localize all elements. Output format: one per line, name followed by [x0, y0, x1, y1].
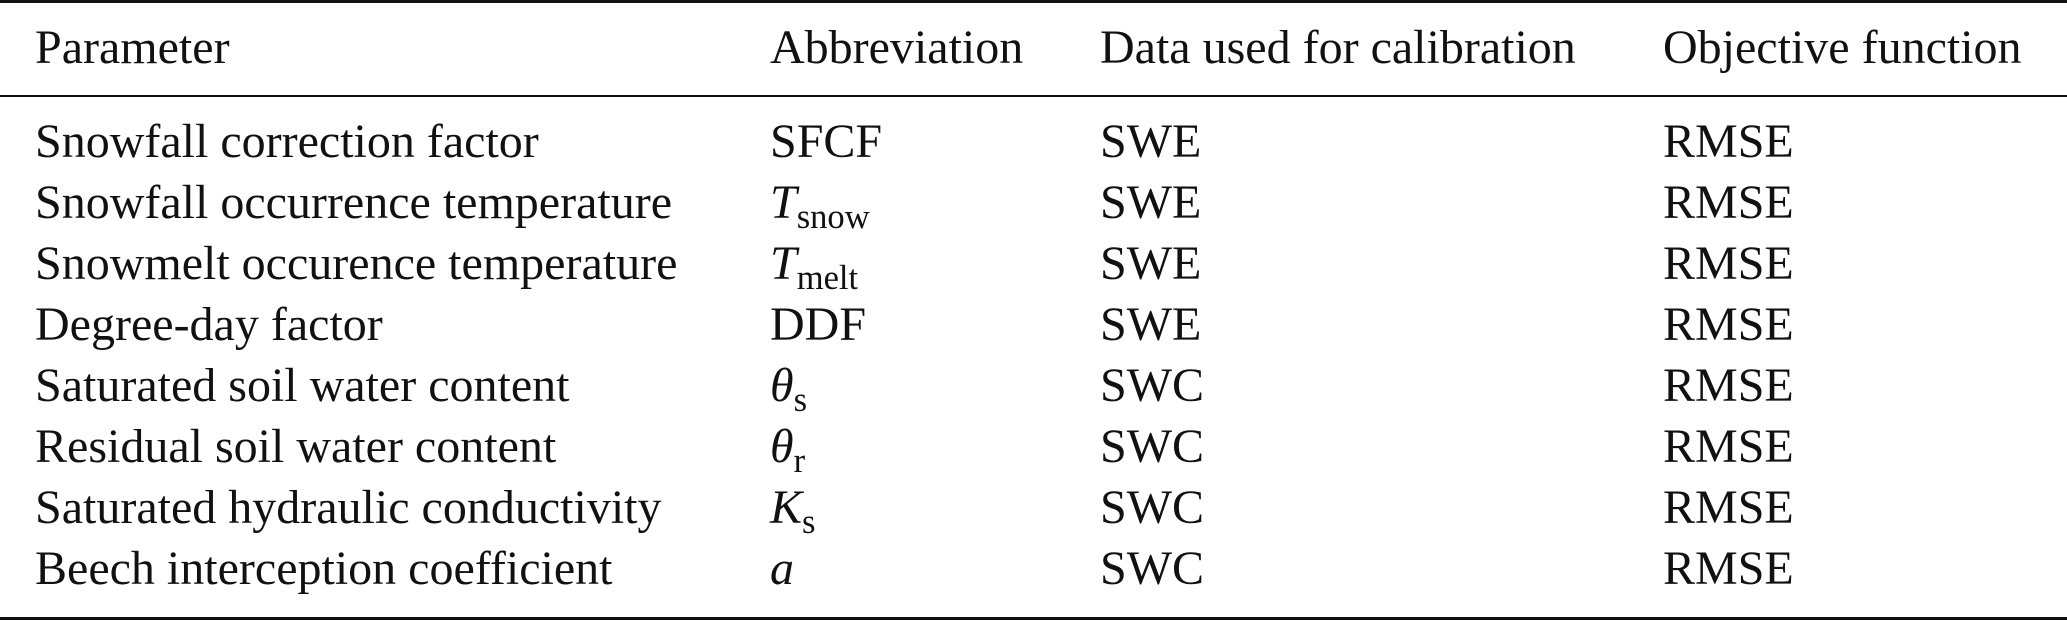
- abbreviation-cell: θs: [770, 359, 807, 417]
- objective-cell: RMSE: [1663, 359, 1794, 412]
- objective-cell: RMSE: [1663, 115, 1794, 168]
- parameter-cell: Degree-day factor: [35, 298, 383, 351]
- objective-cell: RMSE: [1663, 420, 1794, 473]
- header-rule: [0, 95, 2067, 97]
- data-cell: SWE: [1100, 115, 1202, 168]
- abbreviation-subscript: s: [793, 380, 808, 419]
- parameter-cell: Snowfall occurrence temperature: [35, 176, 673, 229]
- abbreviation-cell: Tmelt: [770, 237, 858, 295]
- objective-cell: RMSE: [1663, 481, 1794, 534]
- data-cell: SWE: [1100, 298, 1202, 351]
- data-cell: SWC: [1100, 481, 1205, 534]
- abbreviation-symbol: SFCF: [770, 115, 883, 168]
- abbreviation-symbol: θ: [770, 359, 794, 412]
- abbreviation-symbol: T: [770, 237, 797, 290]
- abbreviation-subscript: snow: [796, 197, 870, 236]
- abbreviation-cell: DDF: [770, 301, 866, 349]
- data-cell: SWC: [1100, 542, 1205, 595]
- abbreviation-cell: Ks: [770, 481, 815, 539]
- objective-cell: RMSE: [1663, 542, 1794, 595]
- abbreviation-cell: SFCF: [770, 118, 882, 166]
- top-rule: [0, 0, 2067, 3]
- abbreviation-subscript: melt: [796, 258, 859, 297]
- abbreviation-symbol: T: [770, 176, 797, 229]
- abbreviation-symbol: K: [770, 481, 803, 534]
- parameter-cell: Snowmelt occurence temperature: [35, 237, 678, 290]
- parameter-cell: Saturated soil water content: [35, 359, 570, 412]
- abbreviation-symbol: DDF: [770, 298, 867, 351]
- parameter-cell: Beech interception coefficient: [35, 542, 613, 595]
- abbreviation-subscript: r: [793, 441, 806, 480]
- abbreviation-cell: Tsnow: [770, 176, 870, 234]
- abbreviation-symbol: θ: [770, 420, 794, 473]
- objective-cell: RMSE: [1663, 237, 1794, 290]
- data-cell: SWE: [1100, 176, 1202, 229]
- data-cell: SWE: [1100, 237, 1202, 290]
- parameter-cell: Snowfall correction factor: [35, 115, 539, 168]
- header-data: Data used for calibration: [1100, 21, 1576, 74]
- data-cell: SWC: [1100, 359, 1205, 412]
- objective-cell: RMSE: [1663, 298, 1794, 351]
- parameter-cell: Saturated hydraulic conductivity: [35, 481, 662, 534]
- header-abbreviation: Abbreviation: [770, 21, 1024, 74]
- objective-cell: RMSE: [1663, 176, 1794, 229]
- header-objective: Objective function: [1663, 21, 2022, 74]
- parameter-cell: Residual soil water content: [35, 420, 557, 473]
- bottom-rule: [0, 617, 2067, 620]
- data-cell: SWC: [1100, 420, 1205, 473]
- abbreviation-symbol: a: [770, 542, 794, 595]
- abbreviation-cell: θr: [770, 420, 805, 478]
- abbreviation-subscript: s: [802, 502, 816, 541]
- header-parameter: Parameter: [35, 21, 230, 74]
- abbreviation-cell: a: [770, 545, 794, 593]
